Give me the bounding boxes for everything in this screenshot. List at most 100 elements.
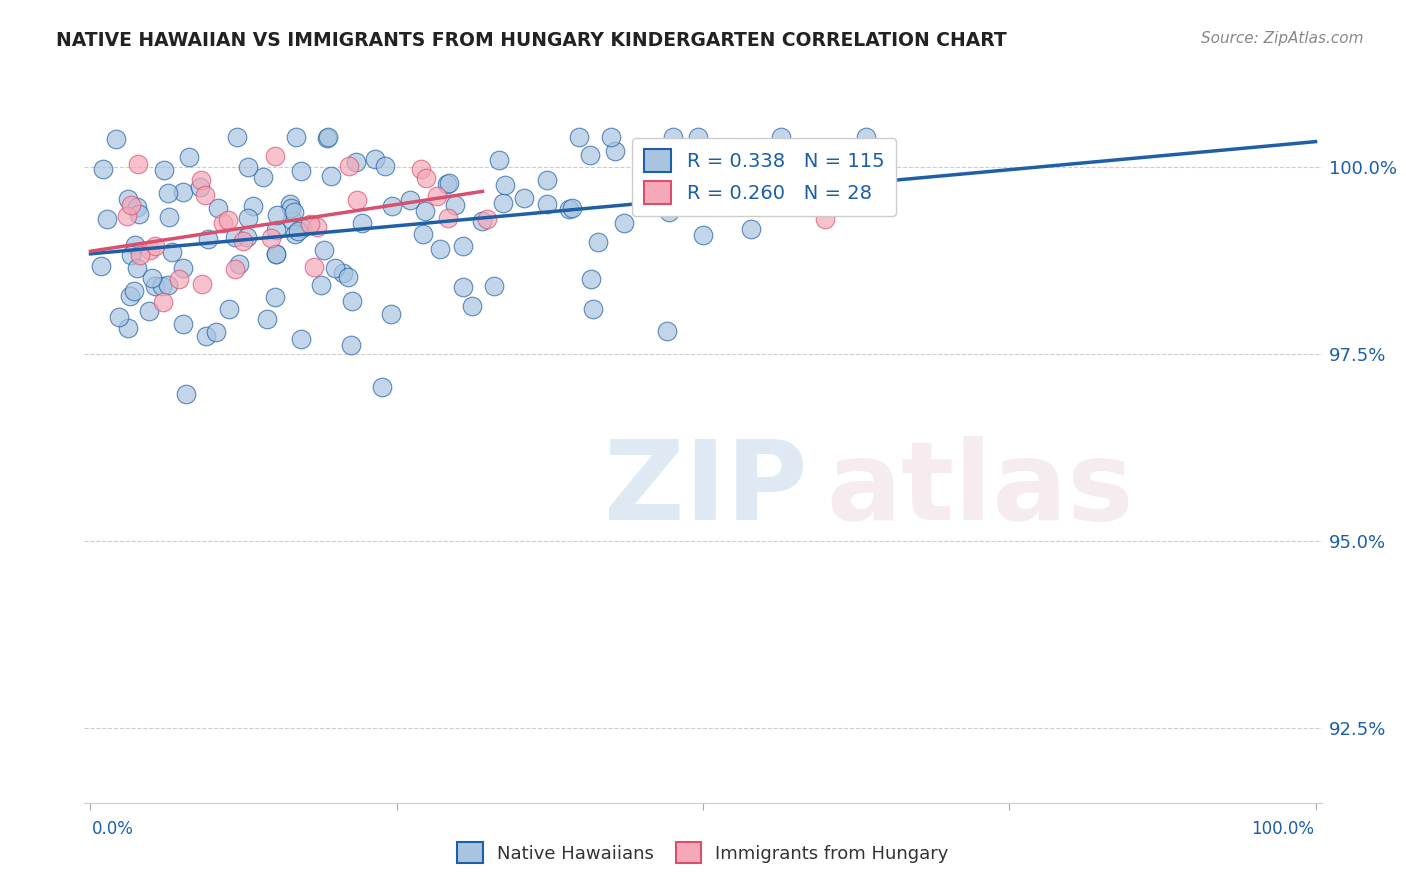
Point — [461, 299, 484, 313]
Point — [242, 199, 264, 213]
Point — [127, 157, 149, 171]
Point — [157, 210, 180, 224]
Point — [814, 211, 837, 226]
Point — [307, 219, 329, 234]
Point — [264, 149, 287, 163]
Legend: Native Hawaiians, Immigrants from Hungary: Native Hawaiians, Immigrants from Hungar… — [450, 835, 956, 871]
Point — [350, 216, 373, 230]
Point — [264, 223, 287, 237]
Point — [141, 270, 163, 285]
Point — [139, 243, 162, 257]
Point — [321, 169, 343, 183]
Point — [312, 243, 335, 257]
Point — [411, 161, 433, 176]
Point — [568, 130, 591, 145]
Point — [179, 150, 201, 164]
Point — [412, 227, 434, 241]
Point — [582, 301, 605, 316]
Point — [536, 173, 558, 187]
Point — [436, 177, 458, 191]
Point — [283, 204, 305, 219]
Point — [613, 216, 636, 230]
Point — [588, 235, 610, 249]
Point — [190, 173, 212, 187]
Point — [96, 212, 118, 227]
Point — [536, 196, 558, 211]
Point — [264, 290, 287, 304]
Point — [336, 269, 359, 284]
Point — [415, 171, 437, 186]
Point — [661, 130, 683, 145]
Point — [207, 202, 229, 216]
Point — [236, 230, 259, 244]
Point — [340, 294, 363, 309]
Point — [415, 204, 437, 219]
Point — [346, 193, 368, 207]
Point — [399, 193, 422, 207]
Point — [278, 197, 301, 211]
Point — [471, 214, 494, 228]
Point — [128, 207, 150, 221]
Point — [150, 279, 173, 293]
Point — [174, 387, 197, 401]
Point — [143, 239, 166, 253]
Point — [323, 261, 346, 276]
Point — [194, 187, 217, 202]
Point — [290, 332, 312, 346]
Point — [236, 160, 259, 174]
Point — [769, 130, 792, 145]
Point — [309, 277, 332, 292]
Point — [340, 337, 363, 351]
Point — [688, 130, 710, 145]
Point — [172, 317, 194, 331]
Point — [160, 244, 183, 259]
Point — [236, 211, 259, 225]
Point — [232, 234, 254, 248]
Point — [195, 329, 218, 343]
Text: ZIP: ZIP — [605, 436, 807, 543]
Point — [299, 217, 322, 231]
Point — [153, 162, 176, 177]
Point — [91, 161, 114, 176]
Point — [224, 229, 246, 244]
Point — [477, 212, 499, 227]
Point — [260, 231, 283, 245]
Point — [315, 130, 337, 145]
Point — [579, 271, 602, 285]
Point — [188, 180, 211, 194]
Point — [557, 202, 579, 217]
Point — [316, 130, 339, 145]
Point — [650, 153, 672, 167]
Point — [217, 212, 239, 227]
Point — [426, 189, 449, 203]
Point — [105, 132, 128, 146]
Point — [655, 324, 678, 338]
Point — [374, 159, 396, 173]
Point — [152, 294, 174, 309]
Point — [90, 259, 112, 273]
Point — [381, 199, 404, 213]
Point — [285, 130, 308, 145]
Point — [437, 211, 460, 226]
Point — [302, 260, 325, 274]
Point — [138, 303, 160, 318]
Text: NATIVE HAWAIIAN VS IMMIGRANTS FROM HUNGARY KINDERGARTEN CORRELATION CHART: NATIVE HAWAIIAN VS IMMIGRANTS FROM HUNGA… — [56, 31, 1007, 50]
Point — [484, 279, 506, 293]
Point — [143, 279, 166, 293]
Point — [122, 284, 145, 298]
Point — [371, 380, 394, 394]
Point — [488, 153, 510, 168]
Point — [603, 144, 626, 158]
Point — [451, 280, 474, 294]
Point — [855, 130, 877, 145]
Point — [129, 247, 152, 261]
Point — [266, 208, 288, 222]
Point — [264, 247, 287, 261]
Point — [287, 224, 309, 238]
Point — [776, 177, 799, 191]
Point — [281, 212, 304, 227]
Point — [578, 148, 600, 162]
Point — [429, 242, 451, 256]
Point — [291, 221, 314, 235]
Point — [513, 191, 536, 205]
